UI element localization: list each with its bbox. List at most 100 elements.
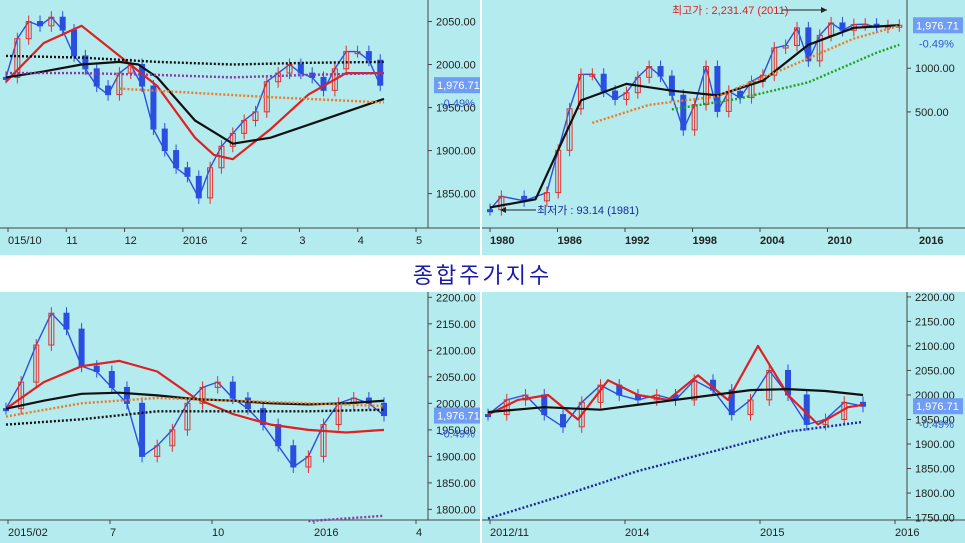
candle-body (48, 312, 55, 346)
candle-body (161, 128, 168, 152)
candle-body (728, 389, 735, 416)
series-line-ma_dark_dotted (5, 408, 385, 426)
x-tick-label: 2 (241, 235, 247, 247)
candle-body (275, 424, 282, 447)
candle-body (354, 51, 361, 55)
candle-body (577, 73, 584, 110)
candle-body (169, 429, 176, 447)
candle-body (803, 394, 810, 425)
x-tick-label: 3 (299, 235, 305, 247)
candle-body (612, 90, 619, 100)
series-line-ma_green (671, 43, 900, 111)
annotation-low: 최저가 : 93.14 (1981) (537, 204, 639, 217)
y-axis-strip (428, 292, 480, 520)
price-badge (913, 398, 963, 415)
x-tick-label: 2010 (828, 235, 852, 247)
series-line-price (5, 16, 381, 199)
candle-body (560, 414, 566, 428)
candle-body (139, 402, 146, 457)
chart-panel-bottom-left: 2200.00 2150.00 2100.00 2050.00 2000.00 1950.… (0, 292, 480, 543)
candle-body (244, 397, 251, 410)
candle-body (589, 73, 596, 77)
candle-body (691, 104, 698, 131)
x-tick-label: 2014 (625, 527, 649, 539)
candle-body (703, 65, 710, 106)
y-tick-label: 500.00 (915, 107, 949, 119)
price-badge (434, 77, 480, 94)
price-badge (913, 17, 963, 34)
x-axis-strip (0, 228, 480, 255)
x-tick-label: 2016 (919, 235, 943, 247)
y-tick-label: 1900.00 (915, 439, 955, 451)
candle-body (782, 45, 789, 49)
x-tick-label: 4 (358, 235, 364, 247)
candle-body (290, 445, 297, 468)
y-tick-label: 1950.00 (436, 103, 476, 115)
series-line-ma_dark (5, 54, 385, 66)
candle-body (657, 66, 664, 77)
candle-body (154, 445, 161, 457)
x-tick-label: 2016 (314, 527, 338, 539)
candle-body (78, 328, 85, 367)
candle-body (229, 132, 236, 147)
chart-panel-bottom-right: 2200.002150.002100.002050.002000.001950.… (482, 292, 965, 543)
candle-body (252, 111, 259, 121)
candle-body (59, 16, 66, 31)
series-line-ma_mid (5, 24, 384, 161)
x-tick-label: 5 (416, 235, 422, 247)
y-tick-label: 1850.00 (436, 478, 476, 490)
plot-area (482, 292, 907, 520)
y-tick-label: 1800.00 (436, 504, 476, 516)
y-tick-label: 2150.00 (436, 319, 476, 331)
change-label: -0.49% (919, 38, 954, 50)
candle-body (320, 424, 327, 457)
candle-body (82, 55, 89, 70)
candle-body (343, 51, 350, 70)
x-tick-label: 12 (125, 235, 137, 247)
candle-body (184, 402, 191, 431)
candle-body (331, 68, 338, 91)
y-tick-label: 2000.00 (436, 60, 476, 72)
candle-body (578, 401, 585, 428)
y-axis-strip (907, 0, 965, 228)
candle-body (195, 175, 202, 199)
y-axis-strip (428, 0, 480, 228)
page-title: 종합주가지수 (412, 264, 553, 289)
x-tick-label: 2016 (895, 527, 919, 539)
candle-body (184, 167, 191, 177)
candle-body (33, 344, 40, 383)
series-line-ma_mid (489, 24, 900, 209)
annotation-high: 최고가 : 2,231.47 (2011) (672, 4, 788, 17)
x-tick-label: 7 (110, 527, 116, 539)
y-tick-label: 1800.00 (915, 488, 955, 500)
change-label: -0.49% (440, 98, 475, 110)
chart-panel-top-left: 2050.00 2000.00 1950.00 1900.00 1850.00 015/1… (0, 0, 480, 255)
candle-body (71, 29, 78, 57)
candle-body (173, 150, 180, 169)
candle-body (260, 408, 267, 426)
candle-body (305, 455, 312, 468)
price-label: 1,976.71 (916, 401, 959, 413)
candle-body (766, 369, 773, 401)
candle-body (747, 399, 754, 416)
series-line-ma_orange (5, 396, 385, 418)
candle-body (365, 51, 372, 61)
candle-body (229, 381, 236, 399)
candle-body (150, 85, 157, 130)
series-line-ma_purple (308, 514, 385, 523)
candle-body (207, 167, 214, 199)
y-tick-label: 1750.00 (915, 513, 955, 525)
candle-body (623, 92, 630, 100)
candle-body (275, 72, 282, 83)
candle-body (241, 119, 248, 134)
y-tick-label: 2150.00 (915, 316, 955, 328)
x-tick-label: 1992 (625, 235, 649, 247)
y-tick-label: 2050.00 (436, 17, 476, 29)
x-tick-label: 015/10 (8, 235, 42, 247)
price-badge (434, 407, 480, 424)
x-axis-strip (0, 520, 480, 543)
candle-body (199, 386, 206, 404)
change-label: -0.49% (919, 419, 954, 431)
x-tick-label: 10 (212, 527, 224, 539)
candle-body (543, 192, 550, 202)
